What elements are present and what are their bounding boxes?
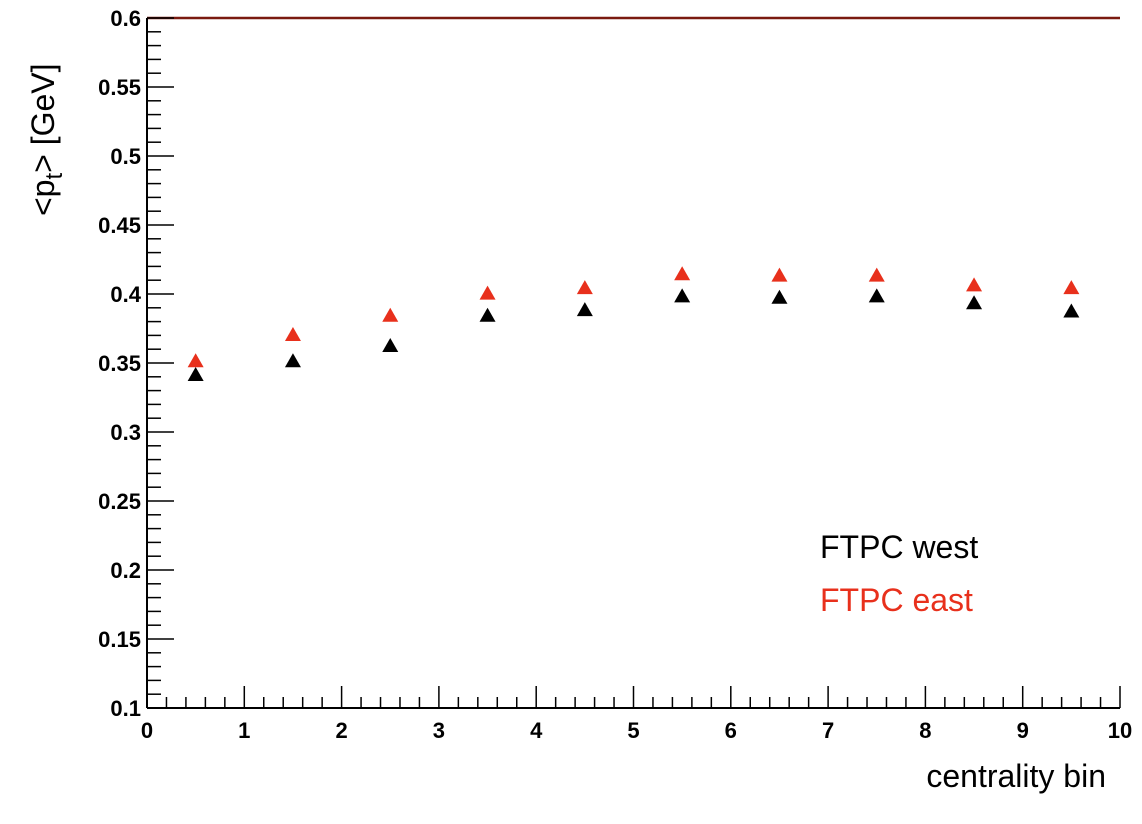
series-ftpc-west	[187, 288, 1080, 382]
data-point	[966, 277, 983, 292]
y-axis-title: <pt> [GeV]	[25, 63, 68, 216]
y-tick-label: 0.6	[110, 6, 141, 31]
x-tick-label: 4	[530, 718, 543, 743]
y-tick-label: 0.4	[110, 282, 141, 307]
y-axis-title-main: <p	[25, 180, 61, 216]
y-tick-label: 0.25	[98, 489, 141, 514]
x-tick-label: 2	[335, 718, 347, 743]
y-tick-label: 0.55	[98, 75, 141, 100]
y-tick-label: 0.45	[98, 213, 141, 238]
data-point	[771, 267, 788, 282]
data-point	[284, 353, 301, 368]
data-points	[187, 266, 1080, 382]
series-ftpc-east	[187, 266, 1080, 368]
x-tick-label: 1	[238, 718, 250, 743]
data-point	[674, 266, 691, 281]
x-tick-label: 6	[725, 718, 737, 743]
x-tick-label: 9	[1017, 718, 1029, 743]
y-tick-label: 0.2	[110, 558, 141, 583]
legend-entry-east: FTPC east	[820, 582, 973, 618]
data-point	[576, 280, 593, 295]
y-tick-label: 0.1	[110, 696, 141, 721]
x-tick-label: 5	[627, 718, 639, 743]
plot-background	[147, 18, 1120, 708]
data-point	[284, 327, 301, 342]
data-point	[674, 288, 691, 303]
x-tick-label: 0	[141, 718, 153, 743]
axis-tick-labels: 0 1 2 3 4 5 6 7 8 9 10 0.1 0.15 0.2 0.25 0.3 0.35 0.4 0.45…	[98, 6, 1132, 743]
data-point	[479, 285, 496, 300]
x-tick-label: 10	[1108, 718, 1132, 743]
x-tick-label: 3	[433, 718, 445, 743]
axis-ticks	[146, 17, 1121, 709]
y-tick-label: 0.35	[98, 351, 141, 376]
data-point	[187, 353, 204, 368]
data-point	[382, 307, 399, 322]
data-point	[479, 307, 496, 322]
data-point	[382, 338, 399, 353]
data-point	[966, 295, 983, 310]
data-point	[1063, 303, 1080, 318]
data-point	[868, 267, 885, 282]
legend-entry-west: FTPC west	[820, 529, 978, 565]
data-point	[576, 302, 593, 317]
y-axis-title-rest: > [GeV]	[25, 63, 61, 172]
x-axis-title: centrality bin	[926, 758, 1106, 794]
y-axis-title-subscript: t	[41, 173, 68, 180]
x-tick-label: 7	[822, 718, 834, 743]
y-tick-label: 0.5	[110, 144, 141, 169]
data-point	[771, 289, 788, 304]
y-tick-label: 0.3	[110, 420, 141, 445]
data-point	[868, 288, 885, 303]
x-tick-label: 8	[919, 718, 931, 743]
data-point	[187, 367, 204, 382]
y-tick-label: 0.15	[98, 627, 141, 652]
data-point	[1063, 280, 1080, 295]
